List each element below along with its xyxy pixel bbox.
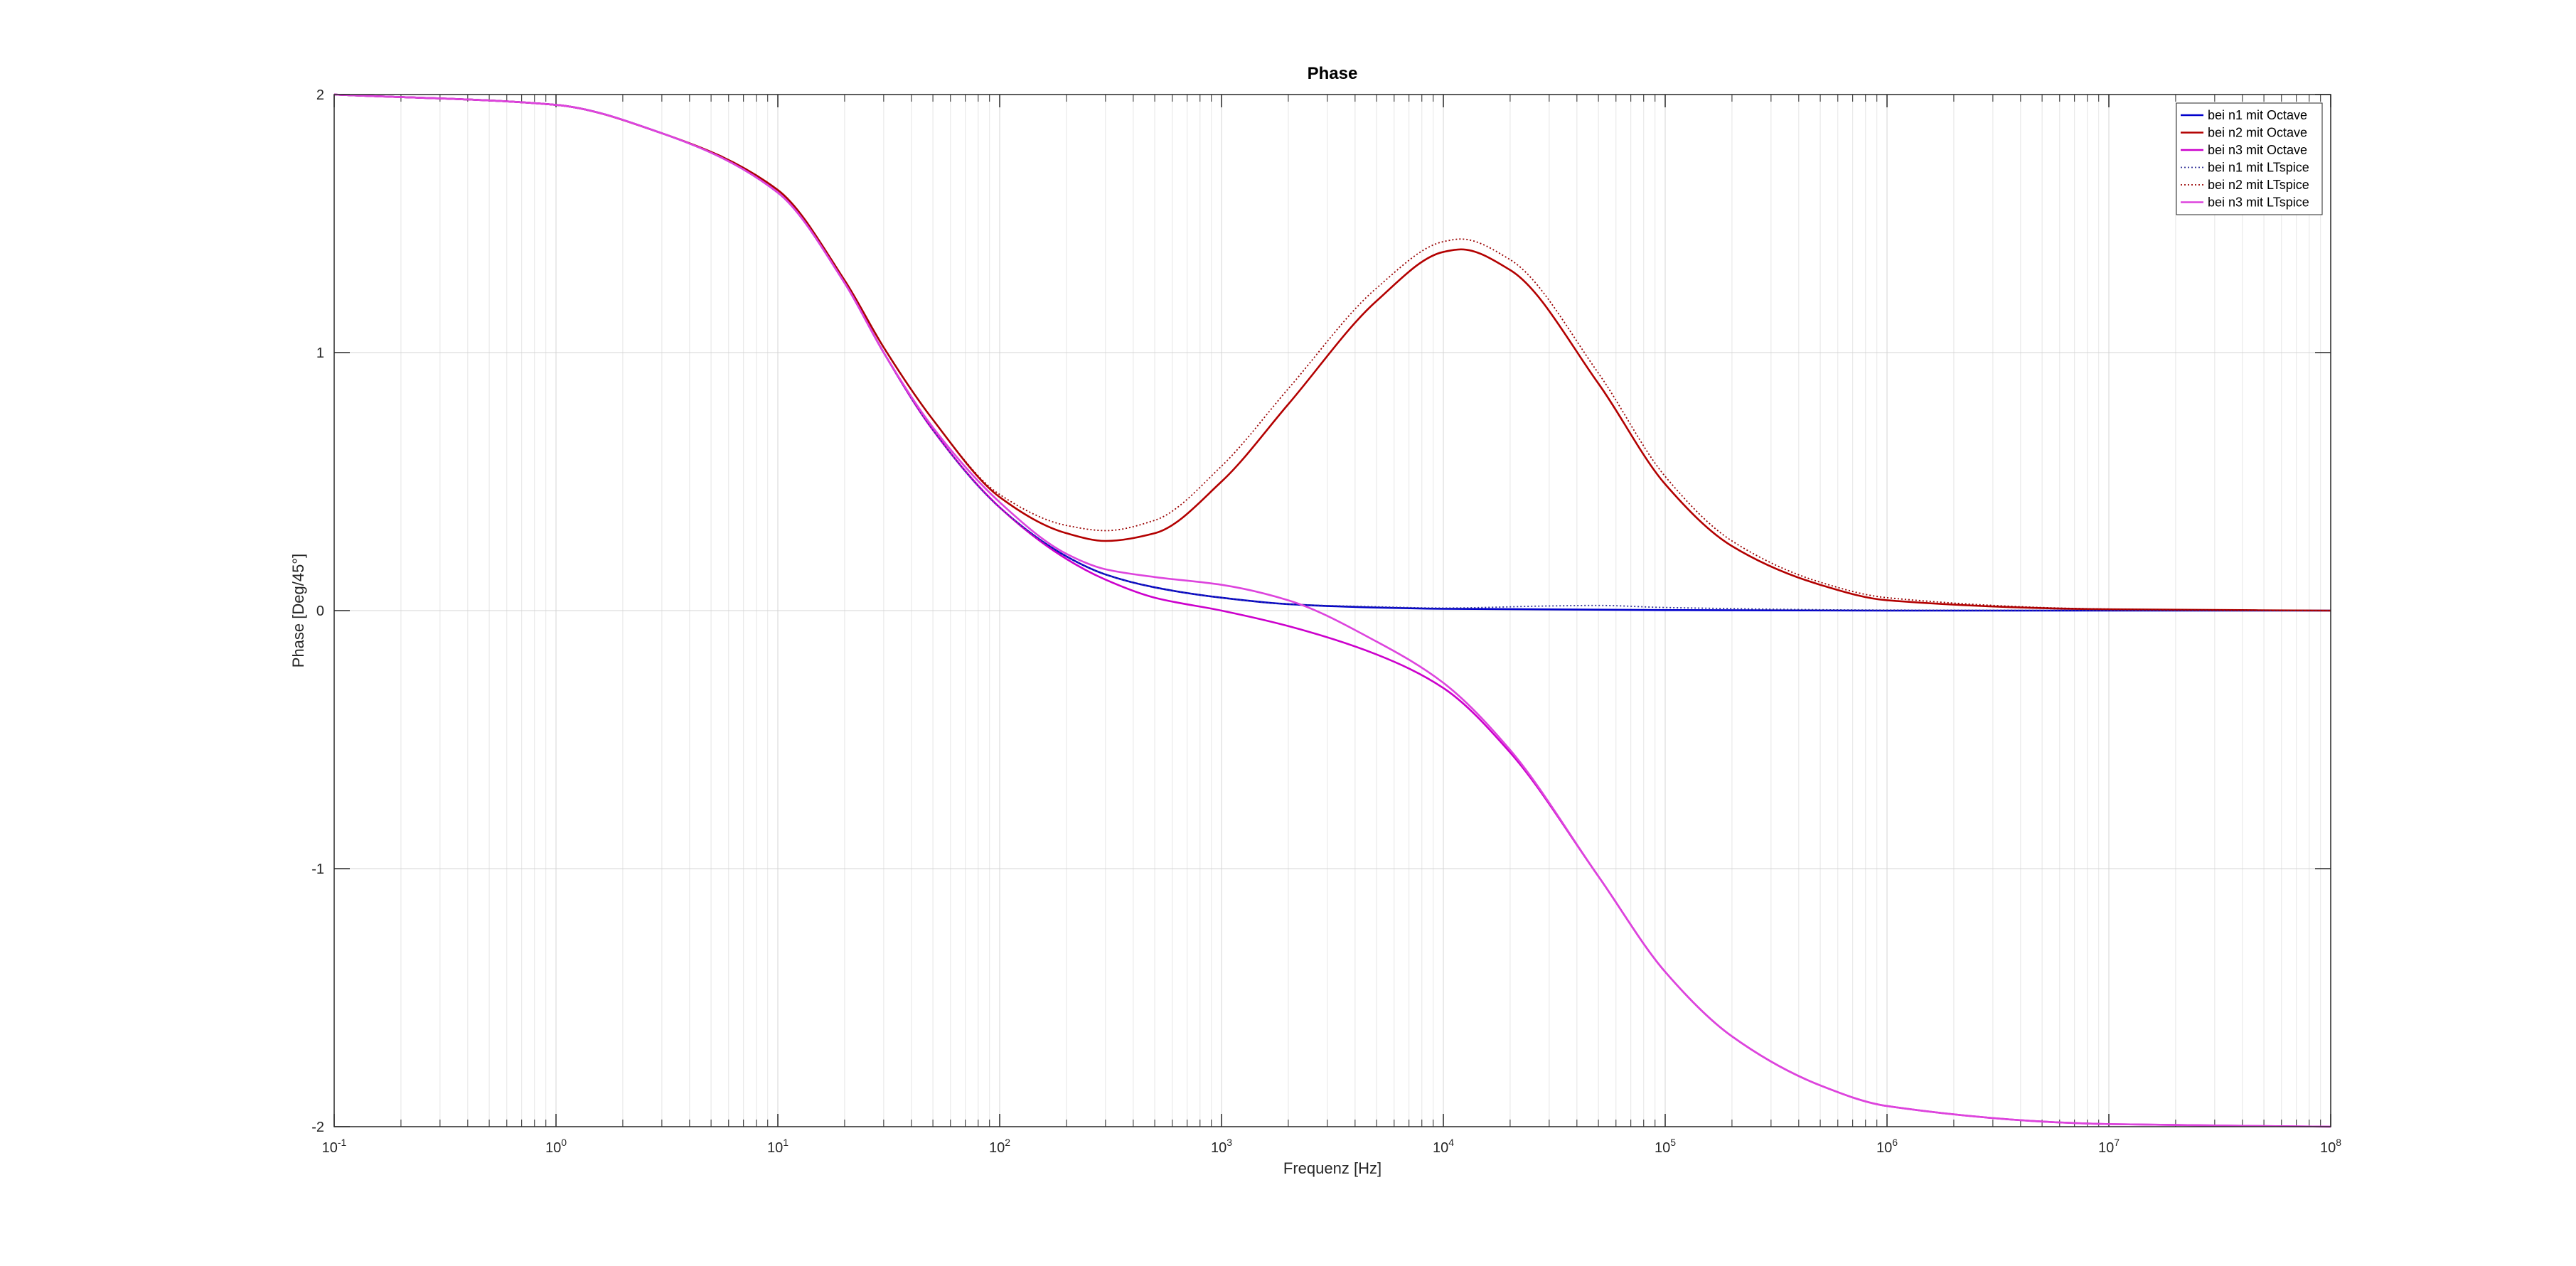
series-line-2 xyxy=(333,93,2331,612)
plot-frame xyxy=(333,94,2331,1127)
y-tick-label: 0 xyxy=(316,604,324,619)
x-tick-label: 102 xyxy=(989,1137,1010,1156)
x-tick-label: 103 xyxy=(1211,1137,1232,1156)
x-tick-labels: 10-1 100 101 102 103 104 105 106 107 108 xyxy=(322,1137,2342,1156)
x-tick-label: 108 xyxy=(2320,1137,2341,1156)
legend-entry: bei n2 mit Octave xyxy=(2208,126,2307,140)
legend-box xyxy=(2176,102,2323,215)
x-tick-label: 107 xyxy=(2098,1137,2120,1156)
x-tick-label: 10-1 xyxy=(322,1137,347,1156)
x-tick-label: 104 xyxy=(1433,1137,1454,1156)
y-tick-label: -1 xyxy=(311,862,324,877)
y-tick-label: 1 xyxy=(316,345,324,361)
x-tick-label: 106 xyxy=(1876,1137,1898,1156)
series-line-5 xyxy=(333,94,2331,611)
x-tick-label: 100 xyxy=(545,1137,567,1156)
legend: bei n1 mit Octave bei n2 mit Octave bei n3… xyxy=(2176,102,2323,215)
y-tick-labels: -2 -1 0 1 2 xyxy=(311,87,324,1135)
chart-title: Phase xyxy=(1308,64,1358,83)
y-tick-label: -2 xyxy=(311,1120,324,1135)
x-axis-label: Frequenz [Hz] xyxy=(1283,1159,1381,1177)
series-layer xyxy=(333,93,2331,1128)
legend-entry: bei n2 mit LTspice xyxy=(2208,178,2309,192)
x-tick-label: 105 xyxy=(1655,1137,1676,1156)
y-axis-label: Phase [Deg/45°] xyxy=(289,554,307,667)
x-tick-label: 101 xyxy=(767,1137,789,1156)
legend-entry: bei n1 mit LTspice xyxy=(2208,161,2309,175)
series-line-6 xyxy=(333,93,2331,1128)
legend-entry: bei n3 mit LTspice xyxy=(2208,195,2309,210)
legend-entry: bei n3 mit Octave xyxy=(2208,143,2307,157)
y-tick-label: 2 xyxy=(316,87,324,103)
legend-entry: bei n1 mit Octave xyxy=(2208,108,2307,122)
